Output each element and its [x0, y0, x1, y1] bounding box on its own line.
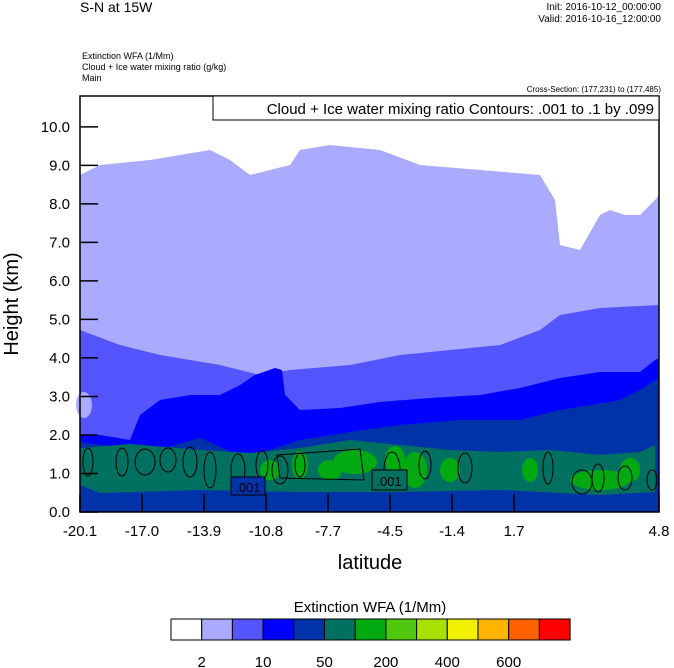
x-tick-label: -17.0: [125, 523, 159, 540]
colorbar-label: 200: [373, 654, 398, 668]
x-tick-label: -13.9: [187, 523, 221, 540]
colorbar-swatch: [416, 618, 448, 641]
y-tick-label: 5.0: [49, 311, 70, 328]
colorbar-swatch: [262, 618, 295, 641]
y-tick-label: 0.0: [49, 504, 70, 521]
y-tick-label: 6.0: [49, 273, 70, 290]
x-tick-label: -7.7: [315, 523, 341, 540]
x-tick-label: -10.8: [249, 523, 283, 540]
colorbar-swatch: [231, 618, 264, 641]
colorbar-swatch: [293, 618, 325, 641]
plot-title: S-N at 15W: [80, 0, 153, 15]
y-axis: 0.0 1.0 2.0 3.0 4.0 5.0 6.0 7.0 8.0 9.0 10.0: [41, 119, 98, 521]
colorbar-swatch: [170, 618, 203, 641]
x-tick-label: 4.8: [649, 523, 670, 540]
colorbar-label: 600: [496, 654, 521, 668]
contour-label-1: .001: [230, 476, 266, 496]
y-tick-label: 4.0: [49, 350, 70, 367]
y-tick-label: 1.0: [49, 465, 70, 482]
y-tick-label: 8.0: [49, 196, 70, 213]
colorbar: 2 10 50 200 400 600: [170, 618, 571, 668]
colorbar-swatch: [446, 618, 479, 641]
field-label-2: Cloud + Ice water mixing ratio (g/kg): [82, 62, 226, 72]
init-time: Init: 2016-10-12_00:00:00: [546, 2, 661, 13]
y-tick-label: 9.0: [49, 157, 70, 174]
contour-info-box: [212, 95, 660, 121]
y-axis-label: Height (km): [1, 252, 23, 355]
x-tick-label: -20.1: [63, 523, 97, 540]
valid-time: Valid: 2016-10-16_12:00:00: [538, 14, 661, 25]
y-tick-label: 3.0: [49, 388, 70, 405]
cross-section-label: Cross-Section: (177,231) to (177,485): [527, 85, 662, 94]
colorbar-label: 400: [435, 654, 460, 668]
svg-text:.001: .001: [235, 480, 260, 495]
y-tick-label: 10.0: [41, 119, 70, 136]
colorbar-swatch: [354, 618, 387, 641]
y-tick-label: 7.0: [49, 234, 70, 251]
colorbar-swatch: [538, 618, 571, 641]
colorbar-swatch: [508, 618, 540, 641]
colorbar-label: 50: [316, 654, 333, 668]
field-label-3: Main: [82, 73, 102, 83]
plot-area: .001 .001 Cloud + Ice water mixing ratio…: [76, 95, 660, 513]
x-axis: -20.1 -17.0 -13.9 -10.8 -7.7 -4.5 -1.4 1.7 4.8: [63, 494, 670, 540]
x-tick-label: -1.4: [439, 523, 465, 540]
svg-text:.001: .001: [376, 474, 401, 489]
colorbar-title: Extinction WFA (1/Mm): [294, 599, 447, 616]
x-tick-label: -4.5: [377, 523, 403, 540]
x-axis-label: latitude: [338, 552, 403, 574]
colorbar-label: 2: [198, 654, 206, 668]
contour-label-2: .001: [371, 469, 408, 491]
y-tick-label: 2.0: [49, 427, 70, 444]
contour-info: Cloud + Ice water mixing ratio Contours:…: [267, 101, 654, 118]
field-label-1: Extinction WFA (1/Mm): [82, 51, 174, 61]
x-tick-label: 1.7: [504, 523, 525, 540]
colorbar-swatch: [477, 618, 510, 641]
colorbar-swatch: [324, 618, 356, 641]
colorbar-label: 10: [255, 654, 272, 668]
colorbar-swatch: [385, 618, 418, 641]
colorbar-swatch: [201, 618, 233, 641]
